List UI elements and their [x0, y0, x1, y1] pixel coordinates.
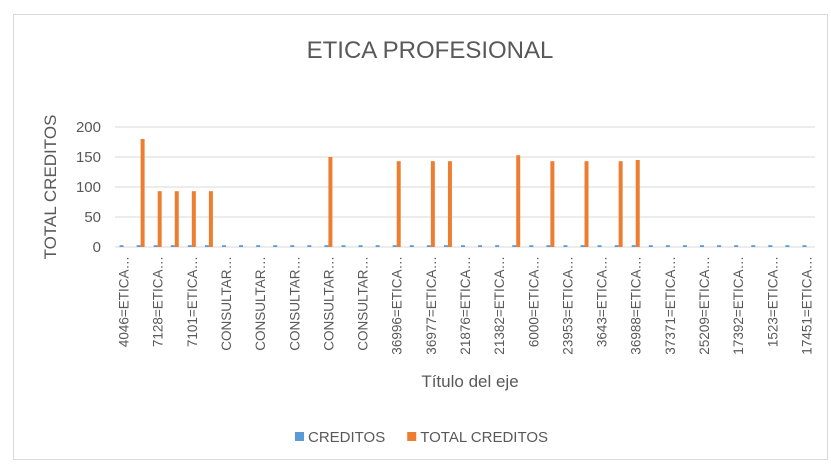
bar: [239, 245, 244, 247]
x-tick-label: 25209=ETICA…: [697, 256, 712, 355]
bar: [324, 245, 329, 247]
bar: [447, 161, 452, 247]
bar: [358, 245, 363, 247]
bar: [495, 245, 500, 247]
bar: [140, 139, 145, 247]
bar: [768, 245, 773, 247]
x-tick-label: CONSULTAR…: [219, 256, 234, 351]
bar: [614, 245, 619, 247]
bar: [682, 245, 687, 247]
x-tick-label: 21876=ETICA…: [458, 256, 473, 355]
x-tick-label: 21382=ETICA…: [492, 256, 507, 355]
bar: [550, 161, 555, 247]
bar: [191, 191, 196, 247]
x-tick-label: 17392=ETICA…: [731, 256, 746, 355]
bar: [290, 245, 295, 247]
bar: [307, 245, 312, 247]
y-tick-label: 100: [76, 179, 101, 196]
bar: [170, 245, 175, 247]
x-tick-label: 36977=ETICA…: [424, 256, 439, 355]
bar: [256, 245, 261, 247]
x-tick-label: CONSULTAR…: [287, 256, 302, 351]
bar: [273, 245, 278, 247]
bar: [461, 245, 465, 247]
bar: [597, 245, 602, 247]
bar: [375, 245, 380, 247]
bar: [328, 157, 333, 247]
x-tick-label: CONSULTAR…: [321, 256, 336, 351]
bar: [512, 245, 517, 247]
chart-title: ETICA PROFESIONAL: [307, 37, 554, 64]
y-tick-label: 0: [93, 239, 101, 256]
x-tick-label: 4046=ETICA…: [117, 256, 132, 347]
legend-label: CREDITOS: [308, 429, 385, 446]
x-tick-label: 7128=ETICA…: [151, 256, 166, 347]
bar: [153, 245, 158, 247]
bar: [734, 245, 739, 247]
bar: [516, 155, 521, 247]
bar: [392, 245, 397, 247]
bar: [396, 161, 401, 247]
legend: CREDITOS TOTAL CREDITOS: [295, 429, 548, 446]
y-tick-label: 200: [76, 119, 101, 136]
legend-swatch: [295, 432, 304, 441]
bar: [208, 191, 213, 247]
x-tick-label: 23953=ETICA…: [560, 256, 575, 355]
bar: [635, 160, 640, 247]
bar: [409, 245, 414, 247]
bar: [665, 245, 670, 247]
bar: [785, 245, 790, 247]
x-tick-label: 37371=ETICA…: [663, 256, 678, 355]
x-tick-label: 1523=ETICA…: [765, 256, 780, 347]
bar: [648, 245, 653, 247]
legend-label: TOTAL CREDITOS: [420, 429, 548, 446]
y-tick-label: 50: [84, 209, 101, 226]
legend-swatch: [407, 432, 417, 441]
bar: [802, 245, 807, 247]
bar: [136, 245, 141, 247]
bar: [529, 245, 534, 247]
bar: [618, 161, 623, 247]
y-tick-label: 150: [76, 149, 101, 166]
bar: [341, 245, 346, 247]
bar: [700, 245, 705, 247]
x-tick-label: 3643=ETICA…: [595, 256, 610, 347]
bar: [546, 245, 551, 247]
x-tick-label: 6000=ETICA…: [526, 256, 541, 347]
chart-border: [13, 14, 828, 460]
bar: [430, 161, 435, 247]
x-tick-label: 36996=ETICA…: [390, 256, 405, 355]
bar: [174, 191, 179, 247]
bar: [221, 245, 226, 247]
x-tick-label: 7101=ETICA…: [185, 256, 200, 347]
x-tick-label: 17451=ETICA…: [799, 256, 814, 355]
bar: [580, 245, 585, 247]
x-tick-label: 36988=ETICA…: [629, 256, 644, 355]
bar: [563, 245, 568, 247]
bar: [717, 245, 722, 247]
bar: [204, 245, 209, 247]
bar: [443, 245, 448, 247]
bar: [119, 245, 124, 247]
bar: [478, 245, 483, 247]
bar: [426, 245, 431, 247]
bar: [157, 191, 162, 247]
bar: [631, 245, 636, 247]
y-axis-label: TOTAL CREDITOS: [41, 115, 60, 260]
x-tick-label: CONSULTAR…: [253, 256, 268, 351]
bar: [751, 245, 756, 247]
bar: [187, 245, 192, 247]
bar: [584, 161, 589, 247]
x-tick-label: CONSULTAR…: [356, 256, 371, 351]
x-axis-label: Título del eje: [421, 372, 518, 391]
